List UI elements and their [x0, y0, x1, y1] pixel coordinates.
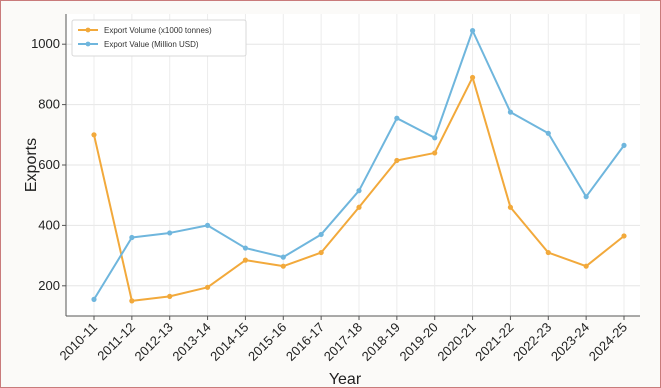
data-point: [621, 233, 627, 239]
data-point: [129, 234, 135, 241]
legend-label: Export Volume (x1000 tonnes): [104, 26, 212, 35]
x-tick-label: 2022-23: [510, 320, 554, 364]
x-tick-label: 2010-11: [56, 320, 100, 364]
x-tick-label: 2014-15: [207, 320, 251, 364]
data-point: [583, 263, 589, 269]
y-tick-label: 1000: [31, 36, 60, 51]
data-point: [280, 263, 286, 269]
data-point: [356, 188, 362, 194]
data-point: [167, 293, 173, 299]
data-point: [469, 74, 476, 81]
legend-label: Export Value (Million USD): [104, 40, 199, 49]
data-point: [432, 135, 438, 141]
data-point: [167, 230, 173, 236]
data-point: [583, 194, 589, 200]
data-point: [91, 132, 97, 138]
x-tick-label: 2023-24: [548, 320, 592, 364]
data-point: [204, 222, 211, 228]
data-point: [394, 157, 400, 164]
data-point: [621, 142, 627, 148]
x-tick-label: 2016-17: [283, 320, 327, 364]
y-axis-label: Exports: [23, 138, 40, 192]
x-tick-label: 2018-19: [359, 320, 403, 364]
x-tick-label: 2024-25: [586, 320, 630, 364]
data-point: [280, 254, 286, 260]
data-point: [394, 115, 400, 121]
y-tick-label: 400: [38, 217, 60, 232]
data-point: [242, 257, 249, 263]
x-tick-label: 2012-13: [131, 320, 175, 364]
data-point: [129, 298, 135, 304]
y-tick-label: 200: [38, 278, 60, 293]
legend-marker: [85, 41, 91, 47]
x-tick-label: 2020-21: [434, 320, 478, 364]
data-point: [204, 284, 211, 290]
data-point: [469, 28, 476, 34]
data-point: [545, 249, 551, 256]
data-point: [318, 231, 324, 238]
x-tick-label: 2021-22: [472, 320, 516, 364]
data-point: [318, 249, 324, 256]
data-point: [545, 130, 551, 136]
x-tick-label: 2011-12: [94, 320, 138, 364]
x-tick-label: 2019-20: [396, 320, 440, 364]
x-tick-label: 2015-16: [245, 320, 289, 364]
y-tick-label: 800: [38, 97, 60, 112]
data-point: [91, 296, 97, 302]
data-point: [242, 245, 249, 251]
legend: [71, 19, 247, 57]
data-point: [507, 109, 514, 115]
legend-marker: [85, 27, 91, 33]
x-axis-label: Year: [329, 371, 362, 388]
x-tick-label: 2013-14: [169, 320, 213, 364]
y-tick-label: 600: [38, 157, 60, 172]
x-tick-label: 2017-18: [321, 320, 365, 364]
data-point: [356, 204, 362, 210]
data-point: [432, 150, 438, 156]
data-point: [507, 204, 514, 210]
